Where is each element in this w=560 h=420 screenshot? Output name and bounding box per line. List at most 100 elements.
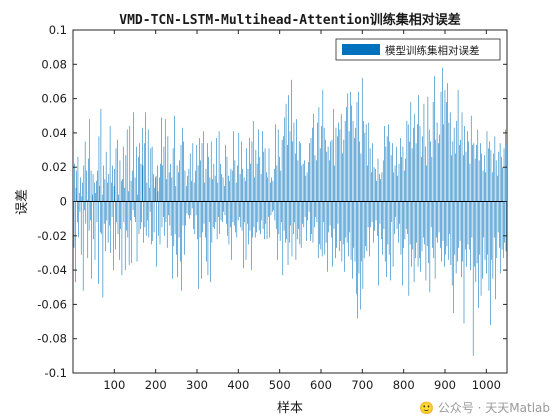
error-bar: [419, 126, 421, 202]
error-bar: [505, 129, 506, 202]
error-bar: [477, 129, 479, 202]
error-bar: [314, 201, 315, 228]
error-bar: [360, 153, 362, 202]
error-bar: [324, 201, 326, 255]
error-bar: [399, 201, 400, 224]
error-bar: [428, 129, 430, 202]
error-bar: [451, 201, 453, 286]
error-bar: [283, 136, 284, 202]
error-bar: [468, 141, 469, 202]
error-bar: [137, 194, 138, 202]
error-bar: [361, 201, 362, 262]
error-bar: [316, 201, 318, 223]
error-bar: [130, 201, 131, 221]
error-bar: [207, 201, 209, 276]
error-bar: [396, 146, 397, 202]
error-bar: [371, 172, 372, 202]
error-bar: [405, 158, 406, 202]
error-bar: [388, 201, 390, 255]
error-bar: [119, 201, 120, 260]
error-bar: [460, 139, 461, 202]
error-bar: [159, 201, 161, 245]
error-bar: [445, 201, 446, 255]
error-bar: [192, 143, 194, 202]
error-bar: [285, 201, 286, 243]
error-bar: [462, 201, 463, 262]
error-bar: [402, 201, 403, 286]
error-bar: [492, 201, 494, 279]
error-bar: [461, 112, 463, 202]
error-bar: [106, 201, 108, 221]
error-bar: [149, 201, 151, 212]
error-bar: [250, 201, 252, 271]
error-bar: [308, 162, 309, 202]
y-tick-label: 0.08: [41, 57, 67, 71]
error-bar: [260, 201, 261, 235]
error-bar: [375, 201, 377, 221]
error-bar: [134, 177, 136, 202]
error-bar: [227, 201, 228, 236]
error-bar: [172, 148, 174, 202]
error-bar: [239, 201, 240, 217]
error-bar: [217, 182, 219, 202]
error-bar: [127, 201, 129, 238]
error-bar: [232, 201, 234, 223]
error-bar: [247, 201, 248, 224]
x-axis-label: 样本: [277, 401, 303, 416]
error-bar: [381, 172, 383, 202]
error-bar: [256, 163, 258, 202]
error-bar: [132, 201, 134, 211]
error-bar: [318, 107, 320, 202]
error-bar: [90, 170, 92, 202]
error-bar: [427, 96, 429, 202]
error-bar: [103, 201, 105, 224]
error-bar: [138, 201, 140, 235]
error-bar: [220, 201, 222, 221]
error-bar: [262, 201, 264, 229]
error-bar: [380, 179, 381, 202]
error-bar: [246, 148, 247, 202]
error-bar: [352, 120, 354, 202]
error-bar: [124, 187, 125, 202]
error-bar: [354, 138, 355, 202]
error-bar: [171, 177, 173, 202]
error-bar: [396, 201, 398, 229]
error-bar: [476, 201, 478, 264]
error-bar: [416, 201, 417, 243]
error-bar: [107, 182, 108, 202]
error-bar: [287, 144, 288, 202]
error-bar: [233, 131, 234, 202]
error-bar: [141, 127, 143, 202]
error-bar: [393, 172, 395, 202]
error-bar: [382, 201, 383, 255]
error-bar: [308, 201, 310, 212]
error-bar: [312, 201, 314, 243]
error-bar: [419, 201, 420, 259]
error-bar: [315, 201, 316, 217]
error-bar: [254, 201, 256, 238]
error-bar: [375, 168, 376, 202]
error-bar: [268, 201, 269, 217]
error-bar: [184, 201, 185, 255]
error-bar: [291, 79, 292, 202]
error-bar: [409, 141, 410, 202]
error-bar: [303, 201, 305, 228]
error-bar: [373, 201, 374, 243]
error-bar: [154, 187, 156, 202]
error-bar: [97, 170, 98, 202]
error-bar: [176, 201, 177, 255]
error-bar: [111, 201, 113, 217]
error-bar: [323, 127, 325, 202]
error-bar: [498, 151, 500, 202]
error-bar: [478, 201, 479, 308]
error-bar: [293, 122, 295, 202]
error-bar: [205, 201, 206, 238]
error-bar: [339, 129, 341, 202]
error-bar: [239, 174, 241, 202]
error-bar: [281, 201, 282, 223]
error-bar: [334, 165, 335, 202]
error-bar: [73, 201, 75, 248]
error-bar: [352, 201, 353, 279]
error-bar: [282, 201, 284, 276]
error-bar: [199, 138, 200, 202]
